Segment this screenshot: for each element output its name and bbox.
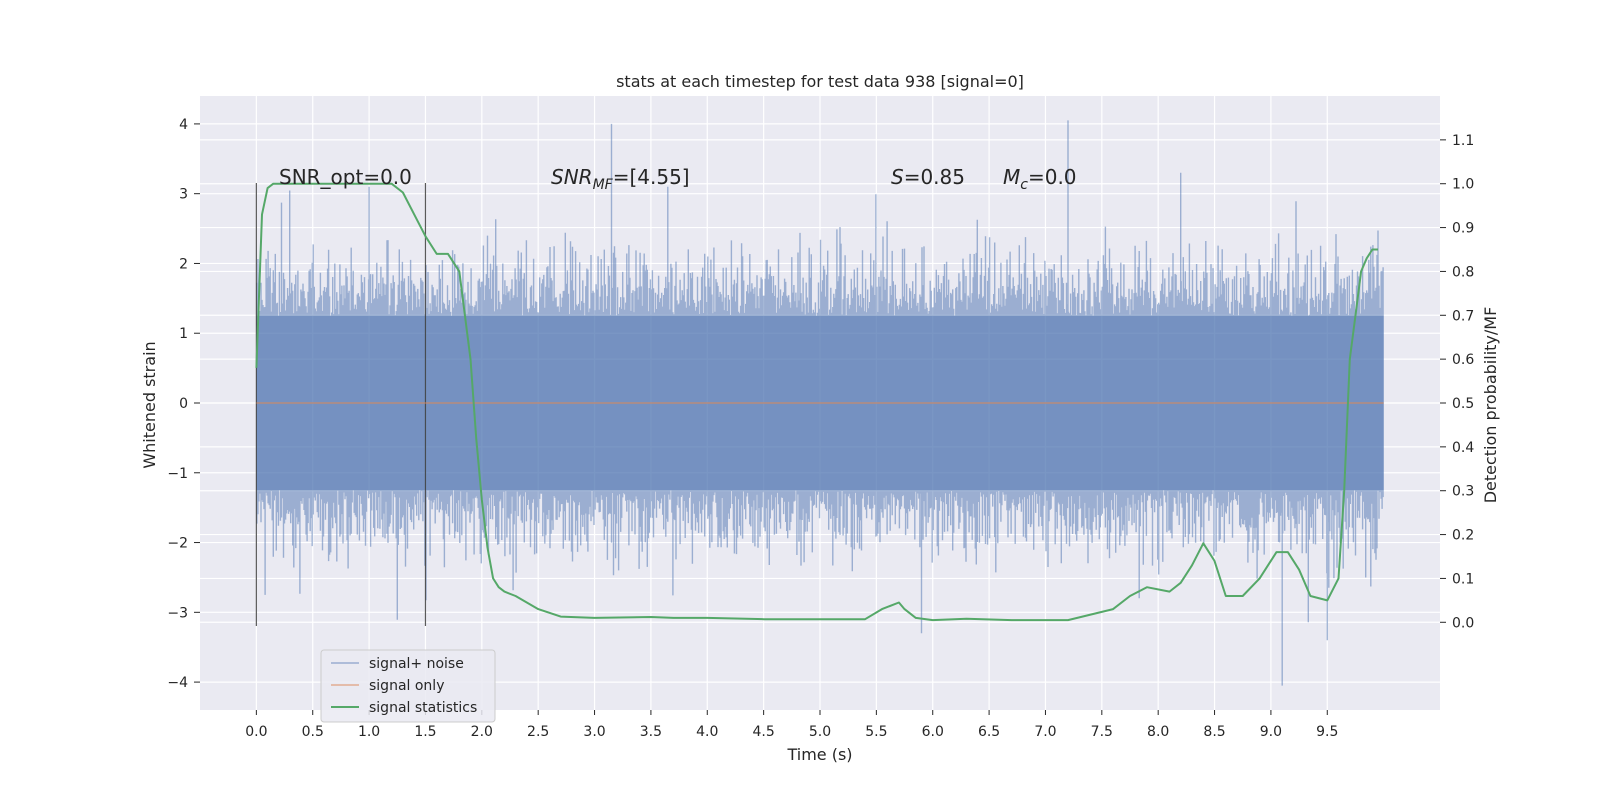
x-tick-label: 0.5	[302, 724, 324, 740]
x-axis-ticks: 0.0 0.5 1.0 1.5 2.0 2.5 3.0 3.5 4.0 4.5 5.0 5.5 6.0 6…	[245, 710, 1338, 740]
legend-label-signal-noise: signal+ noise	[369, 656, 464, 672]
annotation-snr-mf: SNRMF=[4.55]	[551, 165, 690, 193]
x-tick-label: 7.0	[1034, 724, 1056, 740]
y-left-tick-label: −3	[167, 605, 188, 621]
x-tick-label: 3.0	[583, 724, 605, 740]
annotation-s: S=0.85	[891, 165, 965, 189]
x-tick-label: 4.0	[696, 724, 718, 740]
x-tick-label: 5.0	[809, 724, 831, 740]
series-signal-statistics	[255, 182, 1378, 622]
x-tick-label: 5.5	[865, 724, 887, 740]
y-right-tick-label: 0.6	[1452, 352, 1474, 368]
legend-box	[320, 649, 496, 723]
x-tick-label: 2.5	[527, 724, 549, 740]
y-right-tick-label: 0.8	[1452, 264, 1474, 280]
x-tick-label: 9.5	[1316, 724, 1338, 740]
x-tick-label: 9.0	[1260, 724, 1282, 740]
y-left-tick-label: 4	[179, 117, 188, 133]
y-right-axis-label: Detection probability/MF	[1481, 307, 1500, 504]
y-left-tick-label: 2	[179, 256, 188, 272]
y-right-tick-label: 0.1	[1452, 571, 1474, 587]
legend: signal+ noise signal only signal statist…	[320, 649, 496, 723]
signal-statistics-line	[255, 182, 1378, 622]
x-tick-label: 7.5	[1091, 724, 1113, 740]
y-left-tick-label: −4	[167, 675, 188, 691]
annotation-s-tail: =0.85	[904, 165, 965, 189]
y-right-tick-label: 1.0	[1452, 177, 1474, 193]
y-left-axis-ticks: 4 3 2 1 0 −1 −2 −3 −4	[167, 117, 200, 691]
y-right-tick-label: 0.2	[1452, 528, 1474, 544]
annotation-mc-tail: =0.0	[1028, 165, 1077, 189]
y-left-axis-label: Whitened strain	[140, 341, 159, 468]
y-right-tick-label: 0.3	[1452, 484, 1474, 500]
x-tick-label: 0.0	[245, 724, 267, 740]
x-tick-label: 2.0	[471, 724, 493, 740]
x-tick-label: 8.0	[1147, 724, 1169, 740]
vertical-markers	[255, 183, 427, 626]
x-tick-label: 1.0	[358, 724, 380, 740]
x-tick-label: 3.5	[640, 724, 662, 740]
y-left-tick-label: −2	[167, 536, 188, 552]
x-tick-label: 6.5	[978, 724, 1000, 740]
y-right-tick-label: 0.7	[1452, 308, 1474, 324]
y-right-tick-label: 0.4	[1452, 440, 1474, 456]
x-axis-label: Time (s)	[786, 745, 852, 764]
annotation-mc-label: M	[1003, 165, 1020, 189]
y-left-tick-label: 1	[179, 326, 188, 342]
legend-label-signal-statistics: signal statistics	[369, 700, 477, 716]
legend-label-signal-only: signal only	[369, 678, 444, 694]
x-tick-label: 4.5	[753, 724, 775, 740]
y-right-tick-label: 0.5	[1452, 396, 1474, 412]
y-right-tick-label: 1.1	[1452, 133, 1474, 149]
chart-title: stats at each timestep for test data 938…	[616, 72, 1024, 91]
y-right-axis-ticks: 1.1 1.0 0.9 0.8 0.7 0.6 0.5 0.4 0.3 0.2 0.1 0.0	[1440, 133, 1474, 631]
x-tick-label: 1.5	[414, 724, 436, 740]
annotation-snr-opt: SNR_opt=0.0	[279, 165, 412, 189]
annotation-s-label: S	[891, 165, 904, 189]
y-left-tick-label: −1	[167, 466, 188, 482]
annotation-snr-mf-label: SNR	[551, 165, 593, 189]
y-left-tick-label: 3	[179, 187, 188, 203]
annotation-snr-mf-tail: =[4.55]	[613, 165, 690, 189]
y-right-tick-label: 0.9	[1452, 221, 1474, 237]
y-left-tick-label: 0	[179, 396, 188, 412]
x-tick-label: 6.0	[922, 724, 944, 740]
y-right-tick-label: 0.0	[1452, 615, 1474, 631]
annotation-mc-sub: c	[1020, 177, 1028, 193]
x-tick-label: 8.5	[1203, 724, 1225, 740]
annotation-snr-mf-sub: MF	[593, 177, 614, 193]
annotation-mc: Mc=0.0	[1003, 165, 1077, 193]
